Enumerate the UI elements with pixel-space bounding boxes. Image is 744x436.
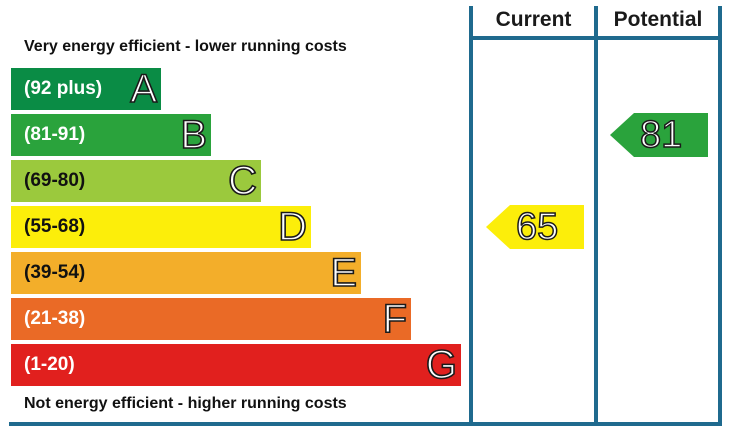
band-g-letter: G [425,343,458,387]
current-column-left-border [469,6,473,426]
current-rating-arrow: 65 [486,205,584,249]
band-d-letter: D [277,205,307,249]
potential-header: Potential [613,8,703,31]
band-a-range: (92 plus) [24,78,103,99]
band-c: (69-80) C [11,159,261,203]
band-e-letter: E [330,251,358,295]
band-b-letter: B [180,113,208,157]
band-a: (92 plus) A [11,67,161,111]
band-c-letter: C [227,159,257,203]
band-d-range: (55-68) [24,216,86,237]
band-b: (81-91) B [11,113,211,157]
band-e: (39-54) E [11,251,361,295]
band-c-range: (69-80) [24,170,86,191]
current-header: Current [495,8,572,31]
potential-column-right-border [718,6,722,426]
band-b-range: (81-91) [24,124,86,145]
band-a-letter: A [130,67,158,111]
band-f-letter: F [382,297,408,341]
band-f: (21-38) F [11,297,411,341]
current-arrow-shape [486,205,584,249]
band-g-range: (1-20) [24,354,75,375]
potential-rating-value: 81 [639,113,683,157]
header-divider [469,36,722,40]
potential-arrow-shape [610,113,708,157]
current-arrow-fill [486,205,584,249]
band-g: (1-20) G [11,343,461,387]
current-rating-value: 65 [515,205,559,249]
potential-arrow-fill [610,113,708,157]
top-caption: Very energy efficient - lower running co… [24,38,347,55]
bottom-caption: Not energy efficient - higher running co… [24,395,347,412]
current-column-right-border [594,6,598,426]
band-f-range: (21-38) [24,308,86,329]
bottom-border [9,422,722,426]
band-d: (55-68) D [11,205,311,249]
band-e-range: (39-54) [24,262,86,283]
potential-rating-arrow: 81 [610,113,708,157]
